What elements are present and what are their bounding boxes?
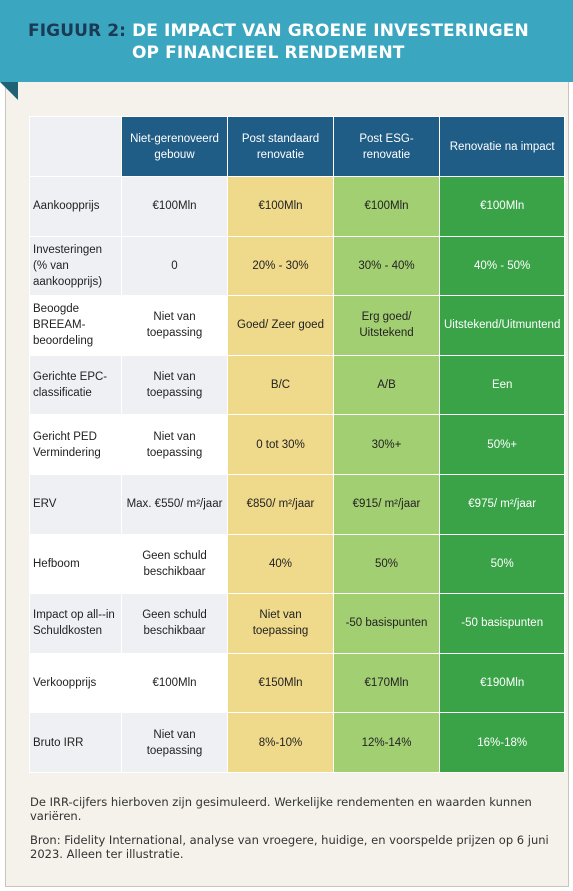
table-cell: Geen schuld beschikbaar [121,593,228,654]
table-cell: Goed/ Zeer goed [227,295,334,356]
table-cell: -50 basispunten [438,593,566,654]
title-line-1: DE IMPACT VAN GROENE INVESTERINGEN [132,21,529,41]
table-row: Hefboom Geen schuld beschikbaar 40% 50% … [29,533,566,595]
table-cell: €100Mln [438,176,566,237]
table-cell: 0 tot 30% [227,414,334,475]
row-label: Hefboom [29,533,122,595]
source-note: Bron: Fidelity International, analyse va… [30,833,549,861]
row-label: Verkoopprijs [29,652,122,714]
row-label: Gerichte EPC-classificatie [29,354,122,416]
row-label: Impact op all--in Schuldkosten [29,593,122,654]
table-row: Beoogde BREEAM-beoordeling Niet van toep… [29,295,566,356]
row-label: Aankoopprijs [29,176,122,237]
table-cell: Geen schuld beschikbaar [121,533,228,595]
table-cell: 12%-14% [333,712,440,773]
simulation-note: De IRR-cijfers hierboven zijn gesimuleer… [30,795,532,823]
column-header: Niet-gerenoveerd gebouw [121,116,228,177]
figure-title: FIGUUR 2: DE IMPACT VAN GROENE INVESTERI… [28,20,558,64]
table-cell: €100Mln [121,652,228,714]
table-cell: 40% - 50% [438,235,566,297]
table-cell: Uitstekend/Uitmuntend [438,295,566,356]
column-header: Renovatie na impact [438,116,566,177]
table-row: Impact op all--in Schuldkosten Geen schu… [29,593,566,654]
table-cell: A/B [333,354,440,416]
table-row: Investeringen (% van aankoopprijs) 0 20%… [29,235,566,297]
column-header: Post ESG-renovatie [333,116,440,177]
table-cell: Niet van toepassing [227,593,334,654]
table-row: Bruto IRR Niet van toepassing 8%-10% 12%… [29,712,566,773]
header-corner-cell [29,116,122,177]
table-row: ERV Max. €550/ m²/jaar €850/ m²/jaar €91… [29,473,566,535]
row-label: Beoogde BREEAM-beoordeling [29,295,122,356]
table-row: Gericht PED Vermindering Niet van toepas… [29,414,566,475]
table-cell: 8%-10% [227,712,334,773]
table-cell: €975/ m²/jaar [438,473,566,535]
comparison-table: Niet-gerenoveerd gebouw Post standaard r… [29,116,566,773]
table-cell: 16%-18% [438,712,566,773]
title-banner: FIGUUR 2: DE IMPACT VAN GROENE INVESTERI… [0,0,573,82]
table-cell: €170Mln [333,652,440,714]
table-cell: 30% - 40% [333,235,440,297]
table-row: Aankoopprijs €100Mln €100Mln €100Mln €10… [29,176,566,237]
table-cell: 50% [333,533,440,595]
table-cell: Erg goed/ Uitstekend [333,295,440,356]
table-cell: €100Mln [227,176,334,237]
table-cell: €100Mln [333,176,440,237]
figure-notes: De IRR-cijfers hierboven zijn gesimuleer… [30,795,560,871]
table-cell: Niet van toepassing [121,354,228,416]
table-cell: Niet van toepassing [121,295,228,356]
table-cell: €915/ m²/jaar [333,473,440,535]
table-cell: €850/ m²/jaar [227,473,334,535]
table-cell: Max. €550/ m²/jaar [121,473,228,535]
table-cell: 50%+ [438,414,566,475]
title-line-2: OP FINANCIEEL RENDEMENT [132,43,405,63]
table-cell: Niet van toepassing [121,712,228,773]
table-cell: 40% [227,533,334,595]
row-label: ERV [29,473,122,535]
row-label: Bruto IRR [29,712,122,773]
table-cell: 50% [438,533,566,595]
table-cell: €100Mln [121,176,228,237]
table-cell: 20% - 30% [227,235,334,297]
figure-label: FIGUUR 2: [28,21,127,41]
table-cell: 30%+ [333,414,440,475]
row-label: Investeringen (% van aankoopprijs) [29,235,122,297]
banner-fold-shape [0,82,18,100]
table-cell: -50 basispunten [333,593,440,654]
row-label: Gericht PED Vermindering [29,414,122,475]
table-cell: B/C [227,354,334,416]
table-row: Verkoopprijs €100Mln €150Mln €170Mln €19… [29,652,566,714]
table-cell: 0 [121,235,228,297]
table-row: Gerichte EPC-classificatie Niet van toep… [29,354,566,416]
table-cell: €150Mln [227,652,334,714]
table-cell: €190Mln [438,652,566,714]
table-cell: Niet van toepassing [121,414,228,475]
table-header-row: Niet-gerenoveerd gebouw Post standaard r… [29,116,566,177]
table-cell: Een [438,354,566,416]
column-header: Post standaard renovatie [227,116,334,177]
